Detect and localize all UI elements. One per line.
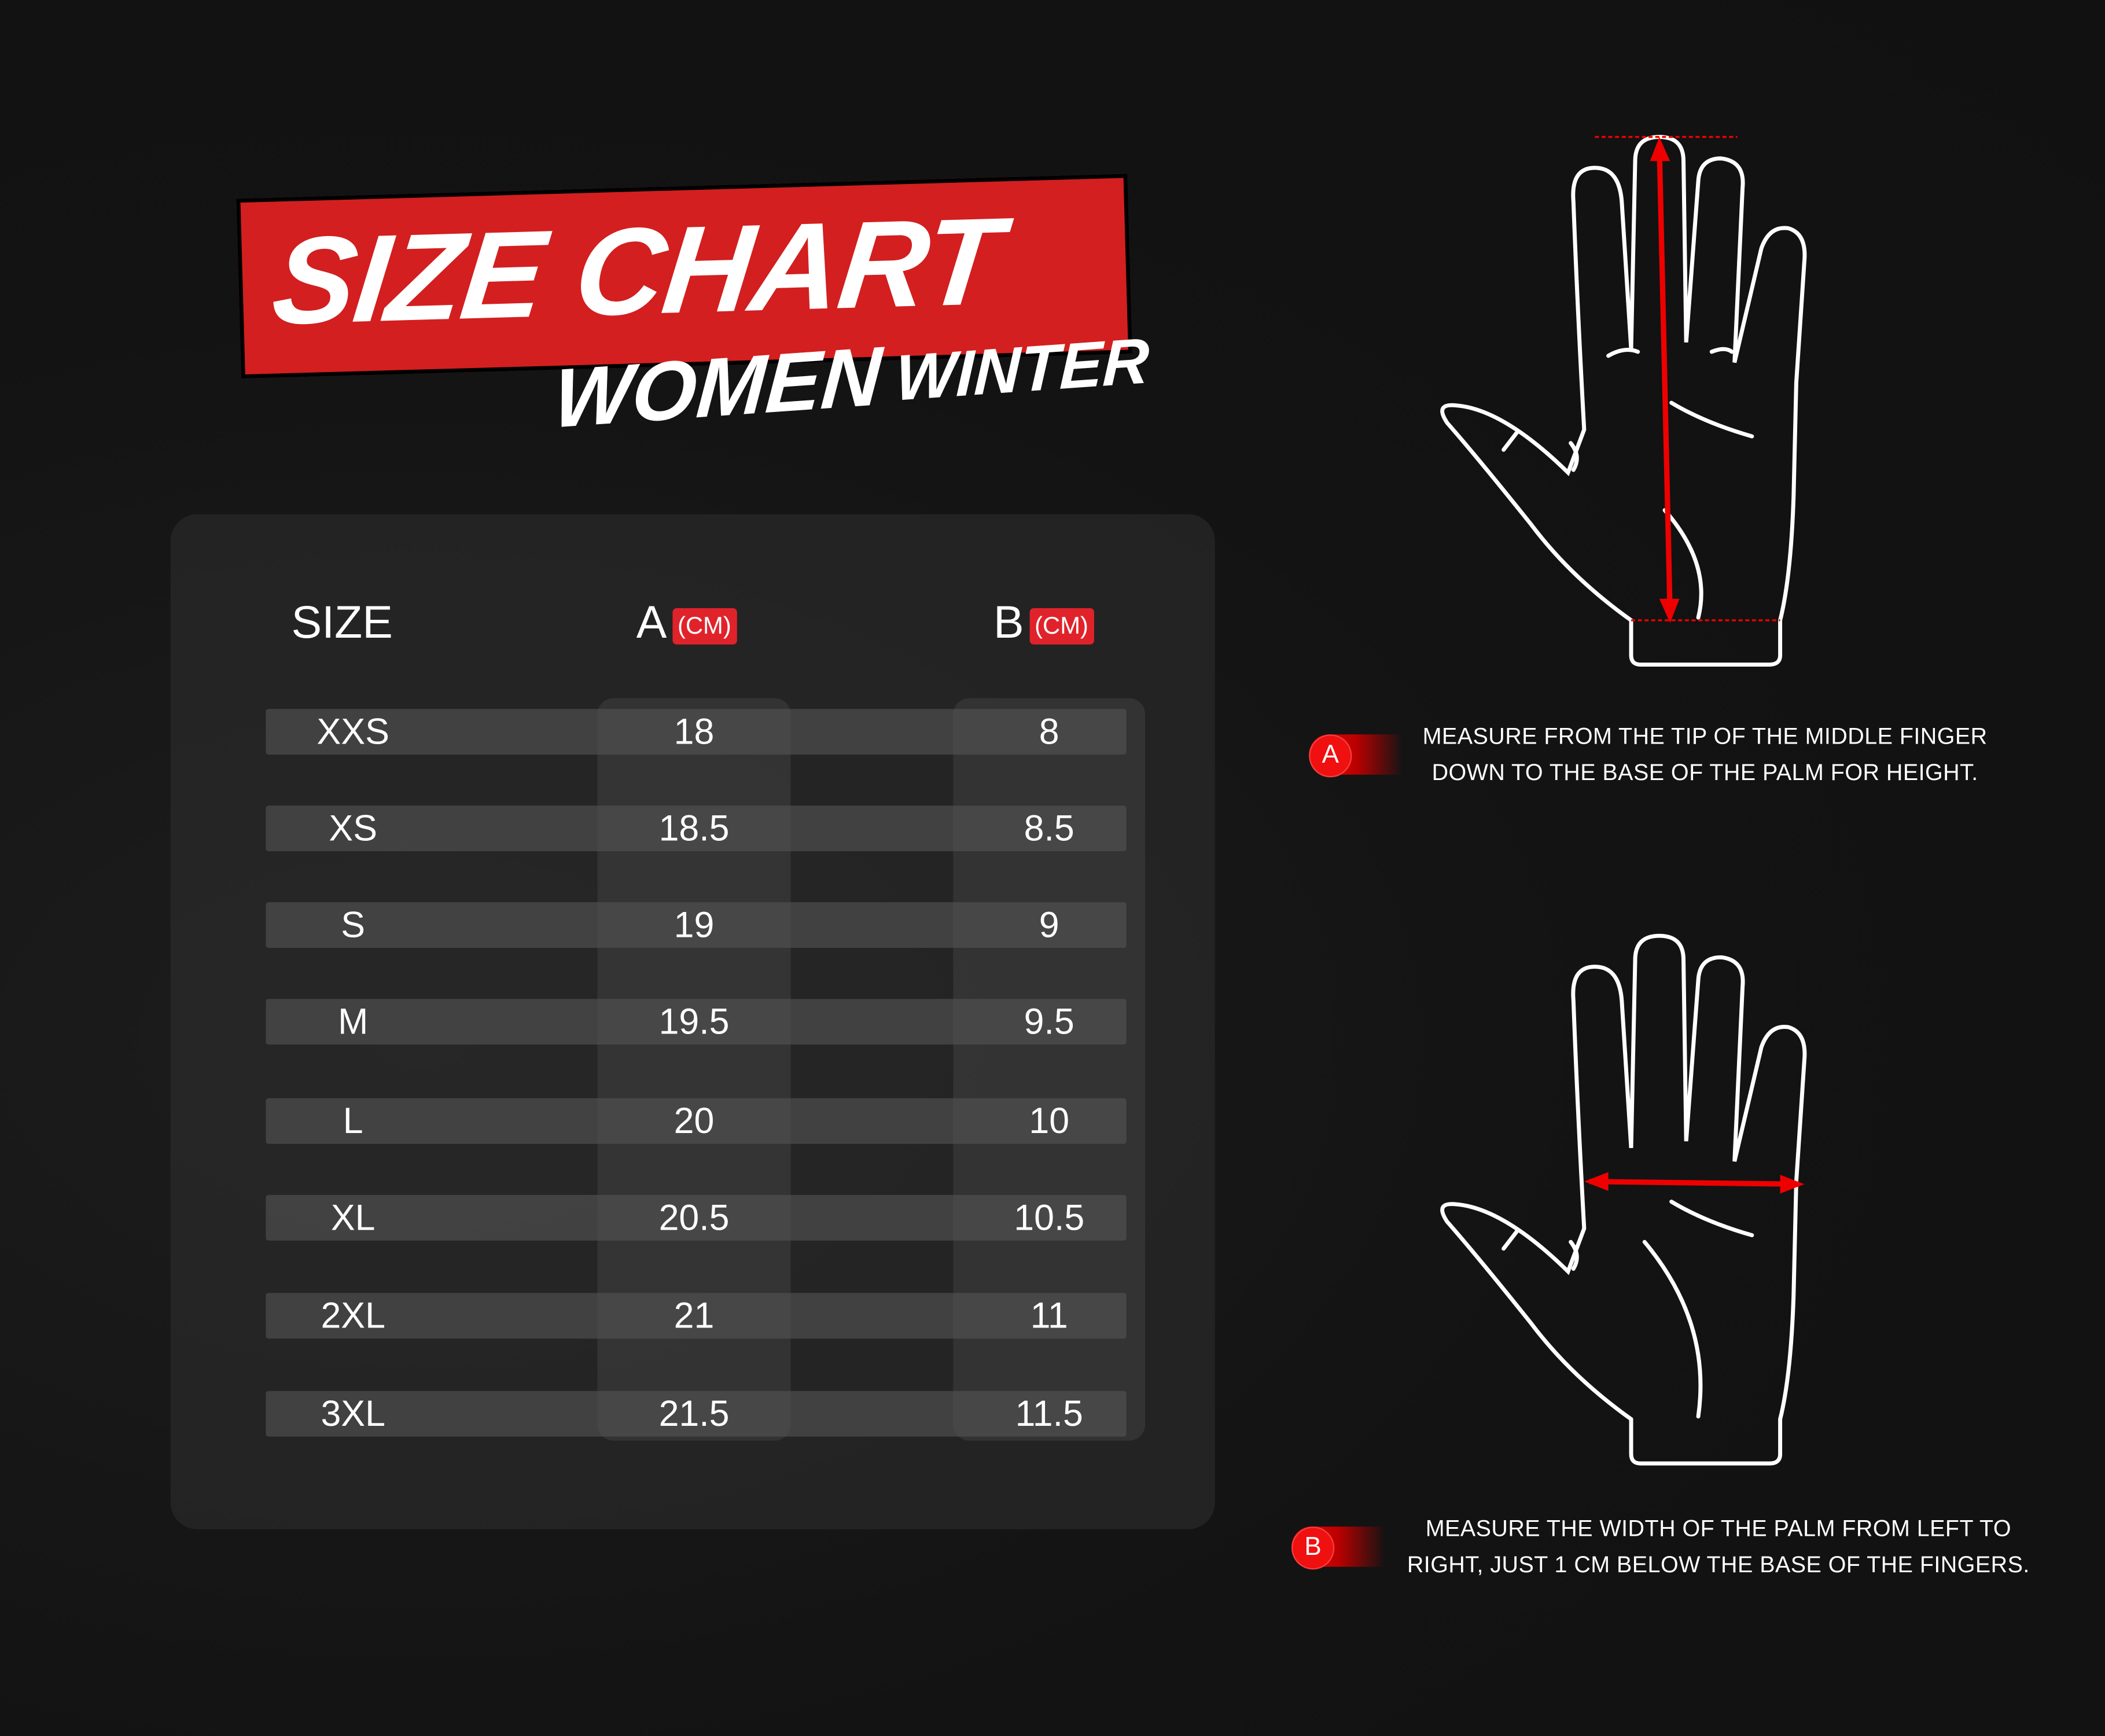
hand-outline-icon [1440, 933, 1807, 1466]
cell-a: 18.5 [658, 808, 730, 849]
header-a: A (CM) [636, 597, 737, 649]
table-row: M 19.5 9.5 [266, 999, 1127, 1045]
cell-a: 18 [674, 711, 715, 752]
cell-b: 11 [1030, 1295, 1068, 1336]
arrow-up-icon [1650, 137, 1670, 161]
cell-a: 19.5 [658, 1001, 730, 1042]
hand-width-diagram [1440, 933, 1807, 1466]
table-row: 2XL 21 11 [266, 1293, 1127, 1339]
table-row: L 20 10 [266, 1098, 1127, 1144]
unit-badge: (CM) [1029, 607, 1094, 644]
cell-a: 20.5 [658, 1197, 730, 1238]
header-a-label: A [636, 597, 667, 649]
height-arrow [1657, 145, 1673, 615]
table-row: S 19 9 [266, 902, 1127, 948]
cell-size: 2XL [321, 1295, 385, 1336]
cell-size: L [343, 1101, 363, 1142]
cell-a: 19 [674, 904, 715, 946]
arrow-left-icon [1584, 1172, 1609, 1191]
cell-size: XXS [317, 711, 389, 752]
cell-b: 10 [1029, 1101, 1070, 1142]
hand-outline-icon [1440, 135, 1807, 667]
cell-a: 20 [674, 1101, 715, 1142]
cell-b: 8.5 [1024, 808, 1074, 849]
table-row: XS 18.5 8.5 [266, 806, 1127, 852]
badge-b: B [1291, 1527, 1386, 1570]
arrow-down-icon [1659, 598, 1680, 623]
header-size: SIZE [291, 597, 393, 649]
cell-size: S [341, 904, 366, 946]
cell-size: XS [329, 808, 378, 849]
unit-badge: (CM) [672, 607, 737, 644]
cell-b: 8 [1039, 711, 1059, 752]
cell-b: 9.5 [1024, 1001, 1074, 1042]
instruction-a: MEASURE FROM THE TIP OF THE MIDDLE FINGE… [1422, 723, 1988, 786]
cell-b: 10.5 [1014, 1197, 1085, 1238]
header-b-label: B [993, 597, 1024, 649]
cell-a: 21 [674, 1295, 715, 1336]
table-row: 3XL 21.5 11.5 [266, 1391, 1127, 1437]
table-row: XL 20.5 10.5 [266, 1194, 1127, 1241]
arrow-right-icon [1780, 1175, 1805, 1194]
cell-b: 11.5 [1015, 1393, 1083, 1434]
cell-size: M [338, 1001, 369, 1042]
badge-a: A [1309, 734, 1403, 778]
cell-a: 21.5 [658, 1393, 730, 1434]
hand-height-diagram [1440, 135, 1807, 667]
width-arrow [1589, 1179, 1799, 1187]
cell-size: 3XL [321, 1393, 385, 1434]
page-title: SIZE CHART [266, 193, 1007, 351]
cell-size: XL [330, 1197, 376, 1238]
table-row: XXS 18 8 [266, 709, 1127, 755]
cell-b: 9 [1039, 904, 1059, 946]
header-b: B (CM) [993, 597, 1094, 649]
instruction-b: MEASURE THE WIDTH OF THE PALM FROM LEFT … [1407, 1516, 2030, 1578]
